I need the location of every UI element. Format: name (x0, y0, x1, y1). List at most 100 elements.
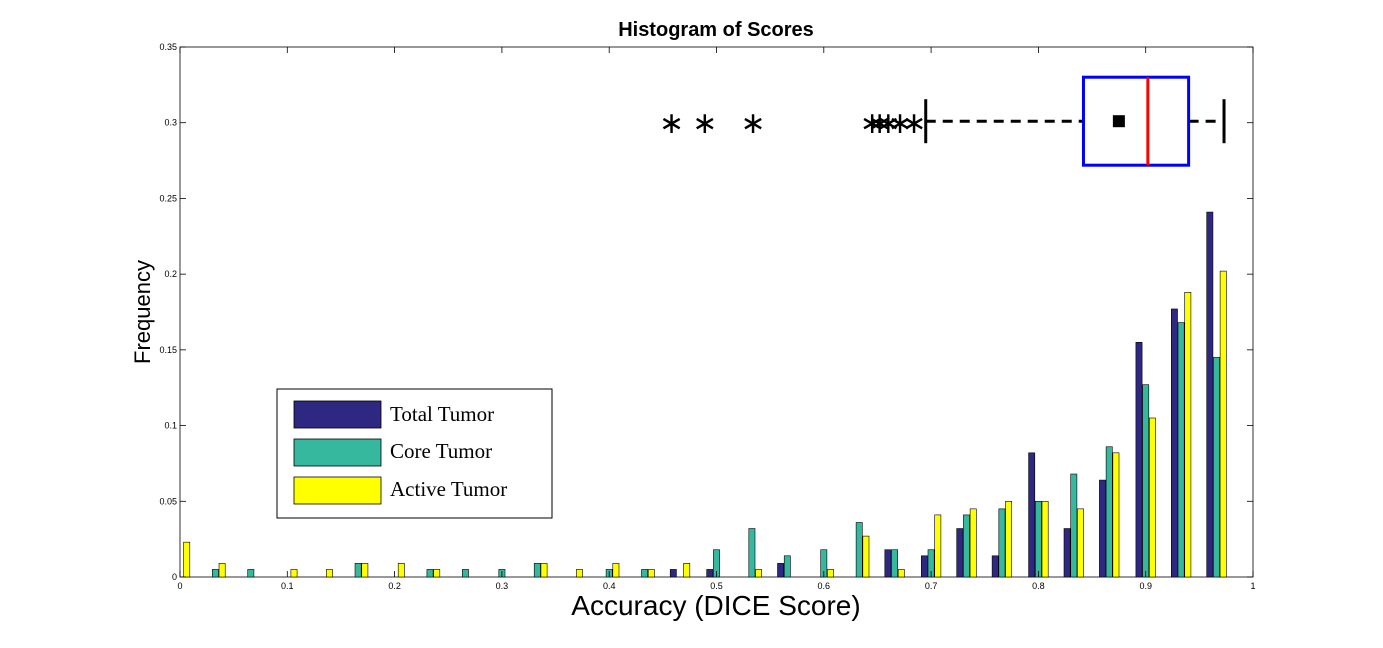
bar-active-tumor-7 (433, 569, 441, 578)
x-tick-label-7: 0.7 (925, 581, 938, 591)
bar-total-tumor-24 (1028, 452, 1036, 578)
bar-active-tumor-29 (1219, 270, 1227, 578)
bar-active-tumor-27 (1149, 417, 1156, 578)
bar-total-tumor-25 (1063, 528, 1071, 578)
bar-core-tumor-7 (426, 569, 434, 578)
boxplot: ∗ ∗ ∗ ∗∗∗∗∗ (659, 75, 1226, 167)
bar-core-tumor-1 (212, 569, 219, 578)
bar-core-tumor-17 (783, 555, 791, 578)
y-axis-label: Frequency (130, 260, 155, 364)
bar-core-tumor-8 (462, 569, 469, 578)
bar-active-tumor-20 (897, 569, 905, 578)
x-tick-label-4: 0.4 (603, 581, 616, 591)
x-tick-label-8: 0.8 (1032, 581, 1045, 591)
y-tick-label-7: 0.35 (159, 42, 177, 52)
y-tick-label-0: 0 (172, 572, 177, 582)
bar-active-tumor-1 (218, 563, 226, 578)
y-tick-label-2: 0.1 (164, 421, 177, 431)
x-tick-label-10: 1 (1250, 581, 1255, 591)
bar-core-tumor-22 (963, 514, 970, 578)
bar-total-tumor-23 (991, 555, 999, 578)
legend-swatch-active (293, 476, 382, 505)
bar-core-tumor-26 (1105, 446, 1113, 578)
bar-core-tumor-23 (998, 508, 1006, 578)
bar-total-tumor-21 (920, 555, 928, 578)
bar-core-tumor-5 (354, 563, 362, 578)
boxplot-outlier-0: ∗ (659, 106, 684, 141)
bar-total-tumor-14 (669, 569, 677, 578)
bar-core-tumor-29 (1213, 357, 1220, 578)
bar-active-tumor-6 (397, 563, 405, 578)
boxplot-outlier-4: ∗ (867, 106, 892, 141)
x-tick-label-6: 0.6 (818, 581, 831, 591)
bar-active-tumor-24 (1041, 500, 1049, 578)
bar-active-tumor-18 (827, 569, 834, 578)
y-tick-label-6: 0.3 (164, 118, 177, 128)
bar-active-tumor-28 (1184, 292, 1192, 578)
x-tick-label-0: 0 (177, 581, 182, 591)
bar-active-tumor-22 (969, 508, 977, 578)
bar-active-tumor-5 (361, 563, 369, 578)
bar-active-tumor-26 (1112, 452, 1120, 578)
x-tick-label-2: 0.2 (388, 581, 401, 591)
ticks-layer: 0 0.1 0.2 0.3 0.4 0.5 0.6 0.7 0.8 0.9 1 0 0.05 0.1 0.1… (159, 42, 1255, 591)
bars-layer (183, 211, 1227, 578)
bar-total-tumor-28 (1171, 308, 1178, 578)
bar-active-tumor-12 (612, 563, 620, 578)
boxplot-outlier-6: ∗ (887, 106, 912, 141)
x-tick-label-3: 0.3 (496, 581, 509, 591)
bar-active-tumor-21 (934, 514, 942, 578)
boxplot-outlier-2: ∗ (740, 106, 765, 141)
bar-active-tumor-10 (540, 563, 548, 578)
bar-core-tumor-2 (247, 569, 255, 578)
boxplot-mean-marker (1112, 115, 1125, 128)
y-tick-label-4: 0.2 (164, 269, 177, 279)
legend-label-total: Total Tumor (390, 402, 494, 426)
bar-total-tumor-17 (777, 563, 785, 578)
bar-core-tumor-25 (1070, 473, 1078, 578)
bar-active-tumor-11 (576, 569, 583, 578)
bar-active-tumor-3 (290, 569, 298, 578)
bar-active-tumor-23 (1005, 500, 1013, 578)
boxplot-outlier-1: ∗ (692, 106, 717, 141)
bar-total-tumor-22 (956, 528, 964, 578)
bar-core-tumor-13 (641, 569, 649, 578)
legend-label-core: Core Tumor (390, 439, 492, 463)
bar-core-tumor-20 (891, 549, 899, 578)
legend-swatch-total (293, 400, 382, 429)
bar-total-tumor-29 (1206, 211, 1214, 578)
bar-core-tumor-27 (1142, 384, 1150, 578)
bar-total-tumor-20 (884, 549, 892, 578)
boxplot-outlier-3: ∗ (860, 106, 885, 141)
legend-swatch-core (293, 438, 382, 467)
bar-active-tumor-0 (183, 541, 191, 578)
x-tick-label-9: 0.9 (1139, 581, 1152, 591)
bar-core-tumor-28 (1177, 322, 1185, 578)
y-tick-label-5: 0.25 (159, 193, 177, 203)
bar-core-tumor-19 (855, 522, 863, 578)
x-axis-label: Accuracy (DICE Score) (571, 590, 860, 621)
bar-active-tumor-13 (647, 569, 655, 578)
boxplot-outlier-7: ∗ (901, 106, 926, 141)
boxplot-outlier-5: ∗ (876, 106, 901, 141)
bar-active-tumor-25 (1077, 508, 1084, 578)
bar-total-tumor-15 (706, 569, 714, 578)
legend-label-active: Active Tumor (390, 477, 507, 501)
y-tick-label-3: 0.15 (159, 345, 177, 355)
bar-core-tumor-10 (533, 563, 541, 578)
x-tick-label-1: 0.1 (281, 581, 294, 591)
legend: Total Tumor Core Tumor Active Tumor (276, 388, 553, 519)
boxplot-box (1081, 75, 1191, 167)
bar-total-tumor-27 (1135, 341, 1143, 578)
chart-title: Histogram of Scores (618, 19, 814, 41)
x-tick-label-5: 0.5 (710, 581, 723, 591)
bar-total-tumor-26 (1099, 479, 1106, 578)
bar-active-tumor-4 (326, 569, 333, 578)
y-tick-label-1: 0.05 (159, 496, 177, 506)
bar-active-tumor-14 (683, 563, 691, 578)
bar-core-tumor-24 (1035, 500, 1042, 578)
bar-active-tumor-16 (755, 569, 763, 578)
bar-core-tumor-16 (748, 528, 756, 578)
bar-active-tumor-19 (862, 535, 870, 578)
